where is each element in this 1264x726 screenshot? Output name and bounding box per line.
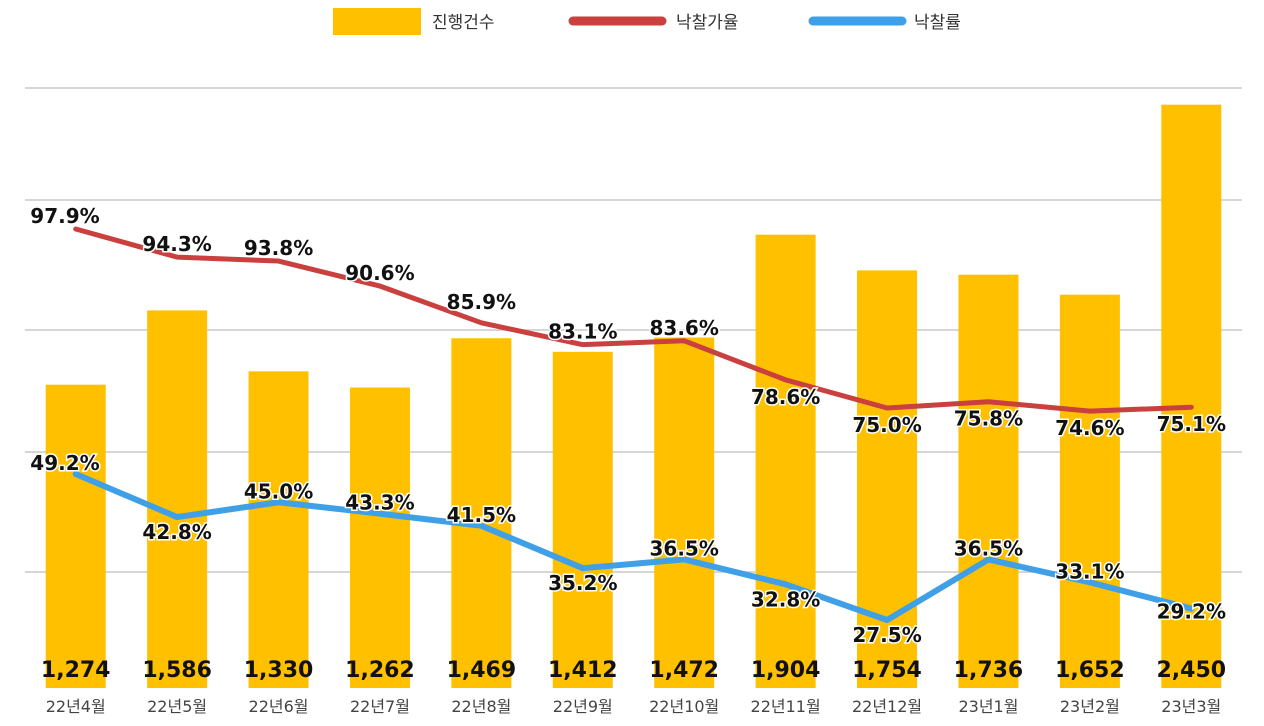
success-value-label-1: 42.8% [142,520,211,544]
x-tick-label-5: 22년9월 [553,697,613,716]
success-value-label-6: 36.5% [650,536,719,560]
bar-3 [349,387,410,688]
bar-1 [147,310,208,688]
rate-value-label-3: 90.6% [345,261,414,285]
bar-value-label-8: 1,754 [852,658,922,683]
rate-value-label-1: 94.3% [142,232,211,256]
rate-value-label-8: 75.0% [852,413,921,437]
success-value-label-0: 49.2% [30,451,99,475]
rate-value-label-5: 83.1% [548,320,617,344]
bar-value-label-7: 1,904 [751,658,821,683]
rate-value-label-11: 75.1% [1157,412,1226,436]
labels-layer: 1,274 1,586 1,330 1,262 1,469 1,412 1,472 1,904… [29,203,1228,684]
success-line [72,471,1195,623]
bar-10 [1059,294,1120,688]
bar-2 [248,371,309,688]
rate-value-label-0: 97.9% [30,204,99,228]
rate-value-label-4: 85.9% [447,290,516,314]
x-tick-label-9: 23년1월 [958,697,1018,716]
bar-value-label-3: 1,262 [345,658,415,683]
x-tick-label-2: 22년6월 [249,697,309,716]
rate-value-label-7: 78.6% [751,385,820,409]
legend: 진행건수 낙찰가율 낙찰률 [333,8,961,35]
success-value-label-7: 32.8% [751,587,820,611]
x-tick-label-7: 22년11월 [751,697,821,716]
success-value-label-10: 33.1% [1055,559,1124,583]
x-tick-label-6: 22년10월 [649,697,719,716]
x-tick-label-3: 22년7월 [350,697,410,716]
bar-value-label-4: 1,469 [447,658,517,683]
success-value-label-8: 27.5% [852,623,921,647]
bar-value-label-10: 1,652 [1055,658,1125,683]
bar-6 [654,337,715,688]
success-value-label-2: 45.0% [244,479,313,503]
success-value-label-9: 36.5% [954,536,1023,560]
x-tick-label-1: 22년5월 [147,697,207,716]
success-value-label-4: 41.5% [447,503,516,527]
x-tick-label-10: 23년2월 [1060,697,1120,716]
x-axis: 22년4월 22년5월 22년6월 22년7월 22년8월 22년9월 22년10월 22년1… [46,697,1222,716]
bar-value-label-0: 1,274 [41,658,111,683]
bars-layer [45,104,1222,688]
bar-value-label-5: 1,412 [548,658,618,683]
success-value-label-5: 35.2% [548,571,617,595]
bar-value-label-6: 1,472 [649,658,719,683]
x-tick-label-11: 23년3월 [1161,697,1221,716]
rate-value-label-6: 83.6% [650,316,719,340]
legend-label-success: 낙찰률 [914,13,961,33]
legend-label-rate: 낙찰가율 [676,13,739,33]
x-tick-label-0: 22년4월 [46,697,106,716]
bar-5 [552,351,613,688]
bar-11 [1161,104,1222,688]
bar-value-label-2: 1,330 [244,658,314,683]
bar-9 [958,274,1019,688]
legend-swatch-bars [333,8,421,35]
grid-layer [25,87,1242,573]
bar-7 [755,234,816,688]
bar-value-label-11: 2,450 [1156,658,1226,683]
legend-label-bars: 진행건수 [432,13,495,33]
bar-4 [451,338,512,688]
bar-0 [45,384,106,688]
lines-layer [72,226,1195,623]
x-tick-label-4: 22년8월 [451,697,511,716]
rate-value-label-10: 74.6% [1055,416,1124,440]
bar-value-label-1: 1,586 [142,658,212,683]
x-tick-label-8: 22년12월 [852,697,922,716]
success-value-label-3: 43.3% [345,491,414,515]
rate-value-label-9: 75.8% [954,407,1023,431]
rate-value-label-2: 93.8% [244,236,313,260]
success-value-label-11: 29.2% [1157,600,1226,624]
rate-line [73,226,1194,414]
bar-value-label-9: 1,736 [954,658,1024,683]
